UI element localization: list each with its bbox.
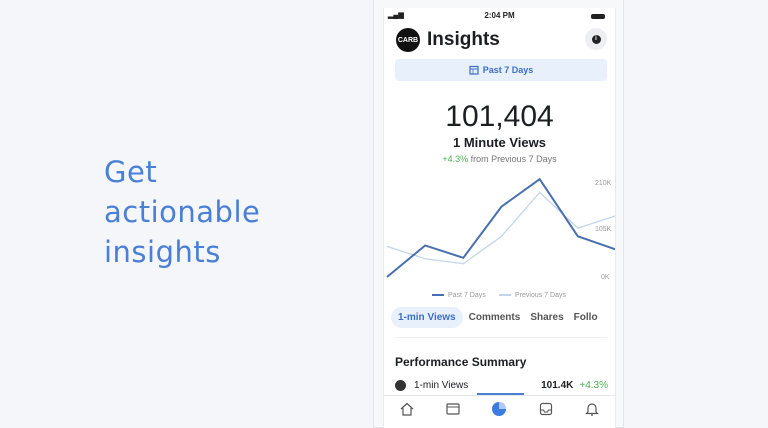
bell-icon[interactable] xyxy=(584,401,600,417)
signal-icon: ▂▄▆ xyxy=(388,12,404,19)
battery-icon xyxy=(591,14,605,19)
calendar-icon xyxy=(469,65,479,75)
tab-follows[interactable]: Follo xyxy=(573,312,598,323)
hero-line: Get xyxy=(104,155,158,189)
info-icon: i xyxy=(591,34,601,44)
series-line xyxy=(386,177,615,278)
tab-shares[interactable]: Shares xyxy=(530,312,564,323)
status-bar: ▂▄▆ 2:04 PM xyxy=(384,11,615,23)
info-button[interactable]: i xyxy=(585,28,607,50)
change-value: +4.3% xyxy=(442,154,469,164)
home-icon[interactable] xyxy=(399,401,415,417)
row-value: 101.4K xyxy=(541,380,574,391)
legend-label: Previous 7 Days xyxy=(515,292,566,299)
page-title: Insights xyxy=(427,29,500,50)
views-chart: 210K 105K 0K Past 7 Days Previous 7 Days xyxy=(386,177,615,299)
y-tick: 210K xyxy=(595,180,612,187)
legend-label: Past 7 Days xyxy=(448,292,486,299)
status-time: 2:04 PM xyxy=(484,11,515,20)
film-icon xyxy=(395,380,406,391)
phone-frame: ▂▄▆ 2:04 PM CARB Insights i Past 7 Days … xyxy=(373,0,624,428)
metric-label: 1 Minute Views xyxy=(453,135,546,150)
bottom-nav xyxy=(384,395,615,421)
hero-line: actionable xyxy=(104,195,261,229)
series-line xyxy=(386,191,615,265)
row-change: +4.3% xyxy=(579,380,608,391)
change-suffix: from Previous 7 Days xyxy=(470,154,557,164)
feed-icon[interactable] xyxy=(445,401,461,417)
metric-tabs: 1-min Views Comments Shares Follo xyxy=(391,307,602,328)
active-indicator xyxy=(477,393,524,395)
date-range-button[interactable]: Past 7 Days xyxy=(395,59,607,81)
date-range-label: Past 7 Days xyxy=(482,65,534,75)
app-screen: ▂▄▆ 2:04 PM CARB Insights i Past 7 Days … xyxy=(383,8,616,428)
summary-row[interactable]: 1-min Views 101.4K +4.3% xyxy=(395,380,608,391)
tab-comments[interactable]: Comments xyxy=(468,312,521,323)
divider xyxy=(395,337,607,338)
metric-change: +4.3% from Previous 7 Days xyxy=(384,154,615,164)
inbox-icon[interactable] xyxy=(538,401,554,417)
hero-text: Get actionable insights xyxy=(104,152,260,272)
metric-value: 101,404 xyxy=(445,100,554,133)
hero-line: insights xyxy=(104,235,221,269)
tab-1-min-views[interactable]: 1-min Views xyxy=(391,307,463,328)
y-tick: 105K xyxy=(595,226,612,233)
page-logo[interactable]: CARB xyxy=(396,28,420,52)
insights-icon[interactable] xyxy=(491,401,507,417)
row-label: 1-min Views xyxy=(414,380,469,391)
section-title: Performance Summary xyxy=(395,355,527,369)
y-tick: 0K xyxy=(601,274,610,281)
